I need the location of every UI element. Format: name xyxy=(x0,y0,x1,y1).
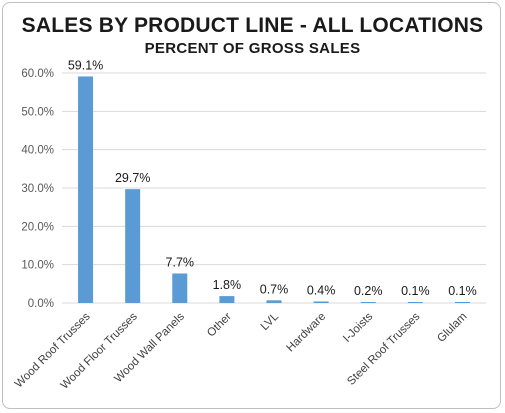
data-label: 7.7% xyxy=(166,255,195,269)
category-label: I-Joists xyxy=(341,310,375,344)
category-label: Glulam xyxy=(435,311,469,345)
y-tick-label: 10.0% xyxy=(21,260,54,272)
y-axis-ticks: 0.0% 10.0% 20.0% 30.0% 40.0% 50.0% 60.0% xyxy=(21,68,54,310)
bar xyxy=(172,273,188,303)
category-label: Wood Roof Trusses xyxy=(13,310,93,390)
category-label: Hardware xyxy=(284,311,328,355)
data-label: 0.4% xyxy=(307,283,336,297)
y-tick-label: 0.0% xyxy=(28,298,54,310)
bar xyxy=(454,302,470,303)
bar xyxy=(125,189,141,303)
data-labels: 59.1% 29.7% 7.7% 1.8% 0.7% 0.4% 0.2% 0.1% 0.1% xyxy=(68,58,477,298)
bar xyxy=(266,300,282,303)
data-label: 1.8% xyxy=(213,278,242,292)
data-label: 0.1% xyxy=(448,284,477,298)
bar xyxy=(313,301,329,303)
chart-subtitle: PERCENT OF GROSS SALES xyxy=(144,40,361,57)
y-tick-label: 30.0% xyxy=(21,183,54,195)
bar xyxy=(219,296,235,303)
y-tick-label: 40.0% xyxy=(21,145,54,157)
chart-title: SALES BY PRODUCT LINE - ALL LOCATIONS xyxy=(21,14,484,37)
bar xyxy=(407,302,423,303)
category-label: Other xyxy=(205,311,234,340)
data-label: 59.1% xyxy=(68,58,103,72)
y-tick-label: 50.0% xyxy=(21,106,54,118)
bars xyxy=(78,76,470,303)
data-label: 29.7% xyxy=(115,171,150,185)
data-label: 0.2% xyxy=(354,284,383,298)
data-label: 0.1% xyxy=(401,284,430,298)
y-tick-label: 60.0% xyxy=(21,68,54,80)
category-label: LVL xyxy=(259,310,282,333)
data-label: 0.7% xyxy=(260,282,289,296)
y-tick-label: 20.0% xyxy=(21,221,54,233)
bar xyxy=(360,302,376,303)
bar xyxy=(78,76,94,303)
